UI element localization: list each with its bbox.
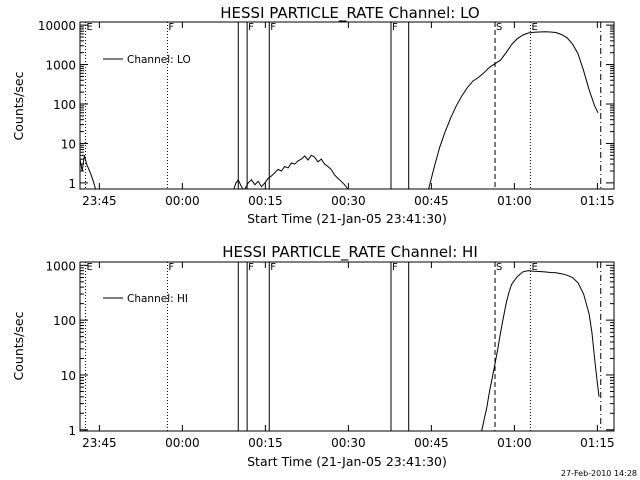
x-tick-label-hi: 01:15	[580, 436, 615, 450]
y-axis-label-lo: Counts/sec	[11, 71, 26, 140]
x-tick-label-hi: 23:45	[82, 436, 117, 450]
event-label-hi: F	[270, 262, 276, 273]
x-tick-label-lo: 00:45	[414, 194, 449, 208]
x-tick-label-lo: 00:00	[165, 194, 200, 208]
series-line-lo	[428, 31, 599, 190]
x-axis-label-hi: Start Time (21-Jan-05 23:41:30)	[247, 454, 447, 469]
y-tick-label-hi: 10	[61, 369, 76, 383]
event-label-lo: S	[496, 22, 502, 33]
y-tick-label-lo: 100	[53, 98, 76, 112]
x-tick-label-hi: 00:30	[331, 436, 366, 450]
event-label-hi: E	[531, 262, 537, 273]
x-tick-label-lo: 00:15	[248, 194, 283, 208]
chart-title-hi: HESSI PARTICLE_RATE Channel: HI	[222, 243, 478, 262]
x-axis-label-lo: Start Time (21-Jan-05 23:41:30)	[247, 211, 447, 226]
x-tick-label-lo: 00:30	[331, 194, 366, 208]
y-tick-label-lo: 10	[61, 137, 76, 151]
y-tick-label-hi: 1000	[45, 259, 76, 273]
event-label-hi: F	[248, 262, 254, 273]
event-label-hi: F	[392, 262, 398, 273]
event-label-lo: E	[531, 22, 537, 33]
x-tick-label-hi: 00:15	[248, 436, 283, 450]
series-lo	[79, 31, 599, 190]
axis-ticks-lo: 23:45 00:00 00:15 00:30 00:45 01:00 01:15 1 10 10…	[38, 19, 615, 208]
axis-ticks-hi: 23:45 00:00 00:15 00:30 00:45 01:00 01:15 1 10 10…	[45, 259, 614, 450]
legend-label-hi: Channel: HI	[127, 293, 188, 305]
plot-frame-hi	[79, 261, 615, 432]
y-tick-label-hi: 100	[53, 314, 76, 328]
x-tick-label-hi: 00:45	[414, 436, 449, 450]
x-tick-label-hi: 01:00	[497, 436, 532, 450]
series-line-lo	[233, 178, 244, 190]
chart-title-lo: HESSI PARTICLE_RATE Channel: LO	[220, 4, 479, 23]
x-tick-label-hi: 00:00	[165, 436, 200, 450]
event-label-lo: E	[87, 22, 93, 33]
y-tick-label-lo: 10000	[38, 19, 76, 33]
y-tick-label-lo: 1	[68, 177, 76, 191]
x-tick-label-lo: 01:00	[497, 194, 532, 208]
legend-lo: Channel: LO	[103, 54, 191, 66]
plot-frame-lo	[79, 21, 615, 190]
series-line-lo	[244, 154, 349, 190]
y-axis-label-hi: Counts/sec	[11, 311, 26, 380]
event-label-lo: F	[168, 22, 174, 33]
panel-lo: HESSI PARTICLE_RATE Channel: LO Counts/s…	[11, 4, 615, 226]
event-label-hi: F	[168, 262, 174, 273]
event-label-hi: S	[496, 262, 502, 273]
x-tick-label-lo: 23:45	[82, 194, 117, 208]
series-line-lo	[79, 155, 96, 190]
event-label-hi: E	[87, 262, 93, 273]
event-label-lo: F	[392, 22, 398, 33]
y-tick-label-lo: 1000	[45, 59, 76, 73]
x-tick-label-lo: 01:15	[580, 194, 615, 208]
legend-label-lo: Channel: LO	[127, 54, 191, 66]
event-label-lo: F	[248, 22, 254, 33]
series-hi	[481, 270, 600, 432]
legend-hi: Channel: HI	[103, 293, 188, 305]
y-tick-label-hi: 1	[68, 424, 76, 438]
series-line-hi	[481, 270, 600, 432]
date-stamp: 27-Feb-2010 14:28	[561, 469, 637, 478]
panel-hi: HESSI PARTICLE_RATE Channel: HI Counts/s…	[11, 243, 615, 469]
event-label-lo: F	[270, 22, 276, 33]
